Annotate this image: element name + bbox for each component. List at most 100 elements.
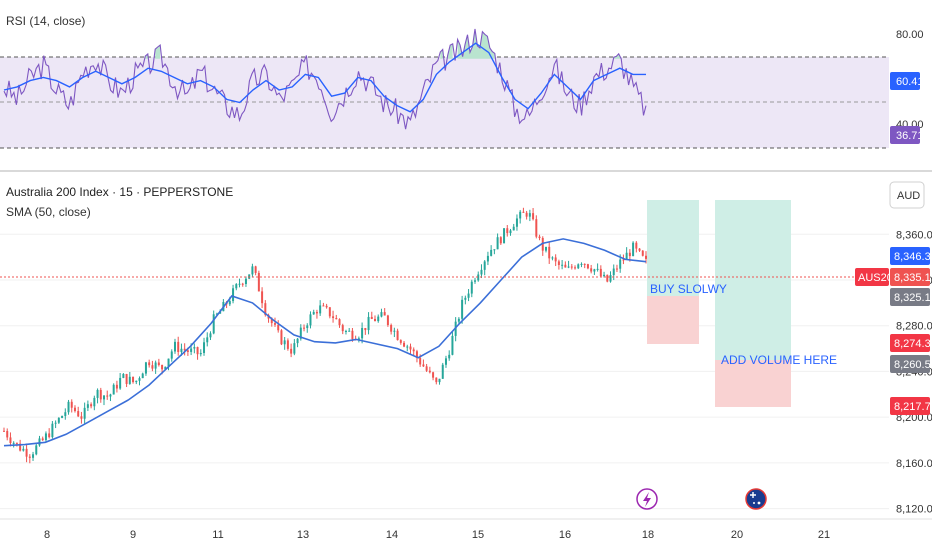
- candle: [470, 279, 473, 298]
- candle: [548, 242, 551, 264]
- candle: [586, 263, 589, 270]
- rsi-line: [3, 28, 647, 130]
- price-tick-label: 8,280.0: [896, 321, 932, 333]
- candle: [212, 310, 215, 335]
- price-badges: 8,346.3 8,335.1 8,325.1 8,274.3 8,260.5 8,217…: [890, 247, 931, 415]
- candle: [115, 380, 118, 393]
- candle: [77, 406, 80, 418]
- candle: [493, 249, 496, 255]
- candle: [315, 309, 318, 319]
- candle: [177, 336, 180, 356]
- candle: [367, 312, 370, 335]
- candle: [486, 251, 489, 266]
- candle: [99, 387, 102, 403]
- price-badge-label: 8,217.7: [894, 401, 931, 413]
- candle: [483, 260, 486, 276]
- time-axis-label: 14: [386, 529, 398, 541]
- candle: [203, 337, 206, 356]
- candle: [551, 256, 554, 261]
- time-axis-label: 18: [642, 529, 654, 541]
- candle: [377, 314, 380, 323]
- candle: [399, 339, 402, 345]
- candle: [306, 323, 309, 333]
- candle: [599, 265, 602, 277]
- candle: [506, 224, 509, 237]
- candle: [173, 338, 176, 354]
- price-badge-label: 8,325.1: [894, 292, 931, 304]
- symbol-tag-label: AUS200: [858, 272, 899, 284]
- candle: [283, 337, 286, 350]
- candle: [528, 209, 531, 222]
- price-badge-label: 8,274.3: [894, 338, 931, 350]
- price-tick-label: 8,200.0: [896, 412, 932, 424]
- candle: [309, 311, 312, 329]
- price-tick-label: 8,360.0: [896, 229, 932, 241]
- price-badge: 8,346.3: [890, 247, 931, 265]
- candle: [438, 378, 441, 385]
- candle: [125, 373, 128, 388]
- candle: [480, 264, 483, 279]
- rsi-legend: RSI (14, close): [6, 14, 85, 28]
- time-axis[interactable]: 8 9 11 13 14 15 16 18 20 21: [44, 529, 830, 541]
- position-2-loss-zone[interactable]: [715, 360, 791, 407]
- sma-legend: SMA (50, close): [6, 205, 91, 219]
- price-axis[interactable]: 8,360.08,320.08,280.08,240.08,200.08,160…: [896, 229, 932, 515]
- time-axis-label: 21: [818, 529, 830, 541]
- currency-button[interactable]: AUD: [889, 181, 925, 209]
- candle: [374, 315, 377, 322]
- candle: [457, 317, 460, 324]
- candle: [341, 323, 344, 335]
- time-axis-label: 8: [44, 529, 50, 541]
- position-1-profit-zone[interactable]: [647, 200, 699, 296]
- time-axis-label: 15: [472, 529, 484, 541]
- price-badge: 8,260.5: [890, 355, 931, 373]
- sma-line: [3, 238, 647, 447]
- candle: [86, 400, 89, 412]
- price-badge: 8,325.1: [890, 288, 931, 306]
- candle: [383, 308, 386, 316]
- candle: [370, 311, 373, 320]
- candle: [206, 332, 209, 347]
- candle: [83, 402, 86, 424]
- candle: [432, 371, 435, 381]
- candle: [448, 350, 451, 361]
- candle: [609, 271, 612, 283]
- position-1-loss-zone[interactable]: [647, 296, 699, 344]
- candle: [32, 451, 35, 461]
- candle: [57, 417, 60, 424]
- candle: [90, 402, 93, 409]
- candle: [596, 263, 599, 272]
- rsi-tick-80: 80.00: [896, 29, 924, 41]
- candle: [148, 359, 151, 368]
- candle: [325, 303, 328, 309]
- candle: [280, 329, 283, 346]
- time-axis-label: 20: [731, 529, 743, 541]
- candle: [38, 435, 41, 447]
- flash-event-icon[interactable]: [636, 488, 658, 510]
- candle: [141, 372, 144, 379]
- time-axis-label: 13: [297, 529, 309, 541]
- candle: [128, 371, 131, 385]
- candle: [144, 361, 147, 376]
- price-badge: 8,274.3: [890, 334, 931, 352]
- candle: [286, 338, 289, 351]
- candle: [338, 318, 341, 328]
- candle: [512, 223, 515, 231]
- candle: [567, 260, 570, 269]
- candle: [474, 277, 477, 284]
- candle: [135, 380, 138, 385]
- candle: [209, 331, 212, 341]
- candle: [61, 415, 64, 419]
- position-2-profit-zone[interactable]: [715, 200, 791, 360]
- candlestick-series: [3, 207, 647, 464]
- australia-flag-event-icon[interactable]: [745, 488, 767, 510]
- candle: [12, 441, 15, 448]
- candle: [464, 295, 467, 305]
- candle: [557, 259, 560, 270]
- rsi-overbought-area: [447, 43, 453, 59]
- candle: [593, 268, 596, 275]
- candle: [67, 399, 70, 415]
- candle: [532, 208, 535, 221]
- candle: [461, 295, 464, 324]
